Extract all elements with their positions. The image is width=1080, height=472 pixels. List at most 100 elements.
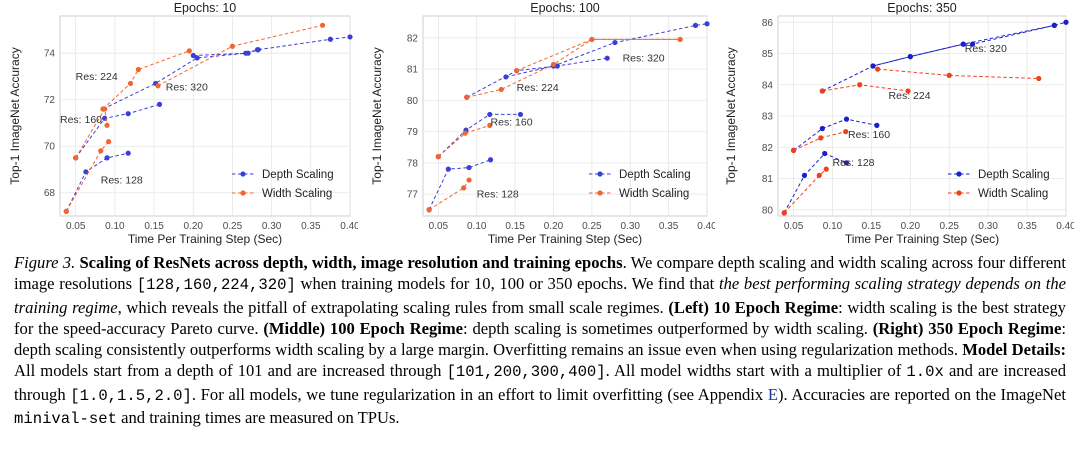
data-point xyxy=(907,54,913,60)
data-point xyxy=(466,177,472,183)
data-point xyxy=(194,55,200,61)
chart-title: Epochs: 100 xyxy=(530,1,600,15)
data-point xyxy=(550,61,557,68)
data-point xyxy=(156,101,163,107)
resolution-annotation: Res: 160 xyxy=(848,129,890,141)
legend-label: Width Scaling xyxy=(262,188,332,200)
x-tick-label: 0.15 xyxy=(862,221,882,232)
legend-label: Width Scaling xyxy=(619,188,689,200)
x-tick-label: 0.35 xyxy=(659,221,679,232)
x-tick-label: 0.15 xyxy=(505,221,525,232)
width-scaling-series xyxy=(63,22,326,214)
data-point xyxy=(503,74,509,80)
series-line xyxy=(428,179,470,211)
data-point xyxy=(905,88,911,94)
data-point xyxy=(692,22,699,28)
x-tick-label: 0.10 xyxy=(105,221,125,232)
series-line xyxy=(822,24,1055,92)
series-line xyxy=(102,50,190,110)
data-point xyxy=(127,80,134,87)
x-tick-label: 0.05 xyxy=(784,221,804,232)
figure-3-charts: 0.05 0.10 0.15 0.20 0.25 0.30 0.35 0.40 68 70 72 74… xyxy=(8,0,1074,248)
legend-label: Depth Scaling xyxy=(978,169,1050,181)
data-point xyxy=(461,185,467,191)
data-point xyxy=(1036,75,1042,82)
y-tick-label: 78 xyxy=(407,158,419,169)
width-list: [1.0,1.5,2.0] xyxy=(70,386,192,405)
series-line xyxy=(75,103,160,159)
series-line xyxy=(193,36,351,56)
y-tick-label: 72 xyxy=(44,95,56,106)
chart-epochs-350: 0.05 0.10 0.15 0.20 0.25 0.30 0.35 0.40 80 81 82 83… xyxy=(722,0,1074,248)
x-tick-label: 0.35 xyxy=(1017,221,1037,232)
data-point xyxy=(426,207,432,213)
series-line xyxy=(428,159,491,210)
resolution-annotation: Res: 128 xyxy=(477,188,519,200)
data-point xyxy=(445,166,451,172)
x-tick-label: 0.30 xyxy=(978,221,998,232)
data-point xyxy=(229,43,236,49)
y-axis-label: Top-1 ImageNet Accuracy xyxy=(370,47,384,184)
width-start: 1.0x xyxy=(906,363,944,382)
legend-label: Depth Scaling xyxy=(619,169,691,181)
data-point xyxy=(125,150,131,156)
figure-caption: Figure 3. Scaling of ResNets across dept… xyxy=(14,252,1066,430)
width-scaling-series xyxy=(426,36,683,213)
legend-swatch-point xyxy=(956,171,962,177)
data-point xyxy=(874,122,880,128)
data-point xyxy=(946,72,952,78)
data-point xyxy=(819,88,825,94)
caption-text: and training times are measured on TPUs. xyxy=(116,408,400,428)
data-point xyxy=(63,208,69,214)
x-tick-label: 0.30 xyxy=(262,221,282,232)
legend-swatch-point xyxy=(597,171,603,177)
data-point xyxy=(347,34,353,40)
data-point xyxy=(466,164,472,171)
y-tick-label: 81 xyxy=(407,65,419,76)
data-point xyxy=(190,52,196,59)
data-point xyxy=(319,22,326,28)
middle-regime-label: (Middle) 100 Epoch Regime xyxy=(263,318,464,338)
data-point xyxy=(822,150,828,157)
data-point xyxy=(816,172,822,178)
right-regime-label: (Right) 350 Epoch Regime xyxy=(872,318,1062,338)
series-line xyxy=(793,118,878,151)
legend-swatch-point xyxy=(240,190,246,196)
y-tick-label: 86 xyxy=(762,18,774,29)
minival-set: minival-set xyxy=(14,410,117,429)
resolution-annotation: Res: 160 xyxy=(491,116,533,128)
resolution-list: [128,160,224,320] xyxy=(136,276,296,295)
legend-label: Width Scaling xyxy=(978,188,1048,200)
resolution-annotation: Res: 128 xyxy=(832,157,874,169)
caption-text: and are increased through xyxy=(14,361,1066,404)
series-line xyxy=(783,152,847,214)
y-tick-label: 80 xyxy=(407,96,419,107)
x-tick-label: 0.25 xyxy=(940,221,960,232)
data-point xyxy=(104,155,110,161)
chart-title: Epochs: 350 xyxy=(887,1,957,15)
data-point xyxy=(514,68,520,74)
x-tick-label: 0.20 xyxy=(901,221,921,232)
y-axis-label: Top-1 ImageNet Accuracy xyxy=(8,47,22,184)
data-point xyxy=(823,166,829,172)
y-tick-label: 82 xyxy=(762,143,774,154)
legend-swatch-point xyxy=(240,171,246,177)
data-point xyxy=(462,130,468,136)
x-tick-label: 0.05 xyxy=(429,221,449,232)
data-point xyxy=(435,154,441,160)
data-point xyxy=(125,111,131,117)
appendix-link[interactable]: E xyxy=(767,384,778,404)
data-point xyxy=(790,147,797,153)
y-tick-label: 82 xyxy=(407,33,419,44)
data-point xyxy=(104,122,110,128)
model-details-label: Model Details: xyxy=(962,340,1067,360)
data-point xyxy=(704,21,710,27)
width-scaling-series xyxy=(781,66,1042,216)
depth-scaling-series xyxy=(781,19,1069,216)
data-point xyxy=(604,55,610,61)
x-tick-label: 0.40 xyxy=(697,221,715,232)
data-point xyxy=(100,106,106,112)
caption-text: . We compare depth scaling and width sca… xyxy=(14,253,1067,294)
y-tick-label: 77 xyxy=(407,190,419,201)
x-tick-label: 0.10 xyxy=(467,221,487,232)
